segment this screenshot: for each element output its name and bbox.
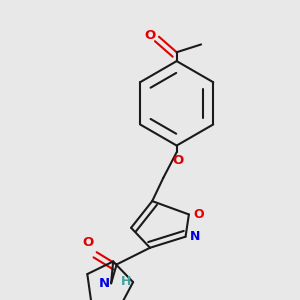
Text: O: O bbox=[173, 154, 184, 167]
Text: N: N bbox=[99, 277, 110, 290]
Text: O: O bbox=[144, 29, 156, 42]
Text: H: H bbox=[120, 275, 131, 288]
Text: O: O bbox=[82, 236, 93, 249]
Text: N: N bbox=[190, 230, 200, 243]
Text: O: O bbox=[193, 208, 203, 221]
